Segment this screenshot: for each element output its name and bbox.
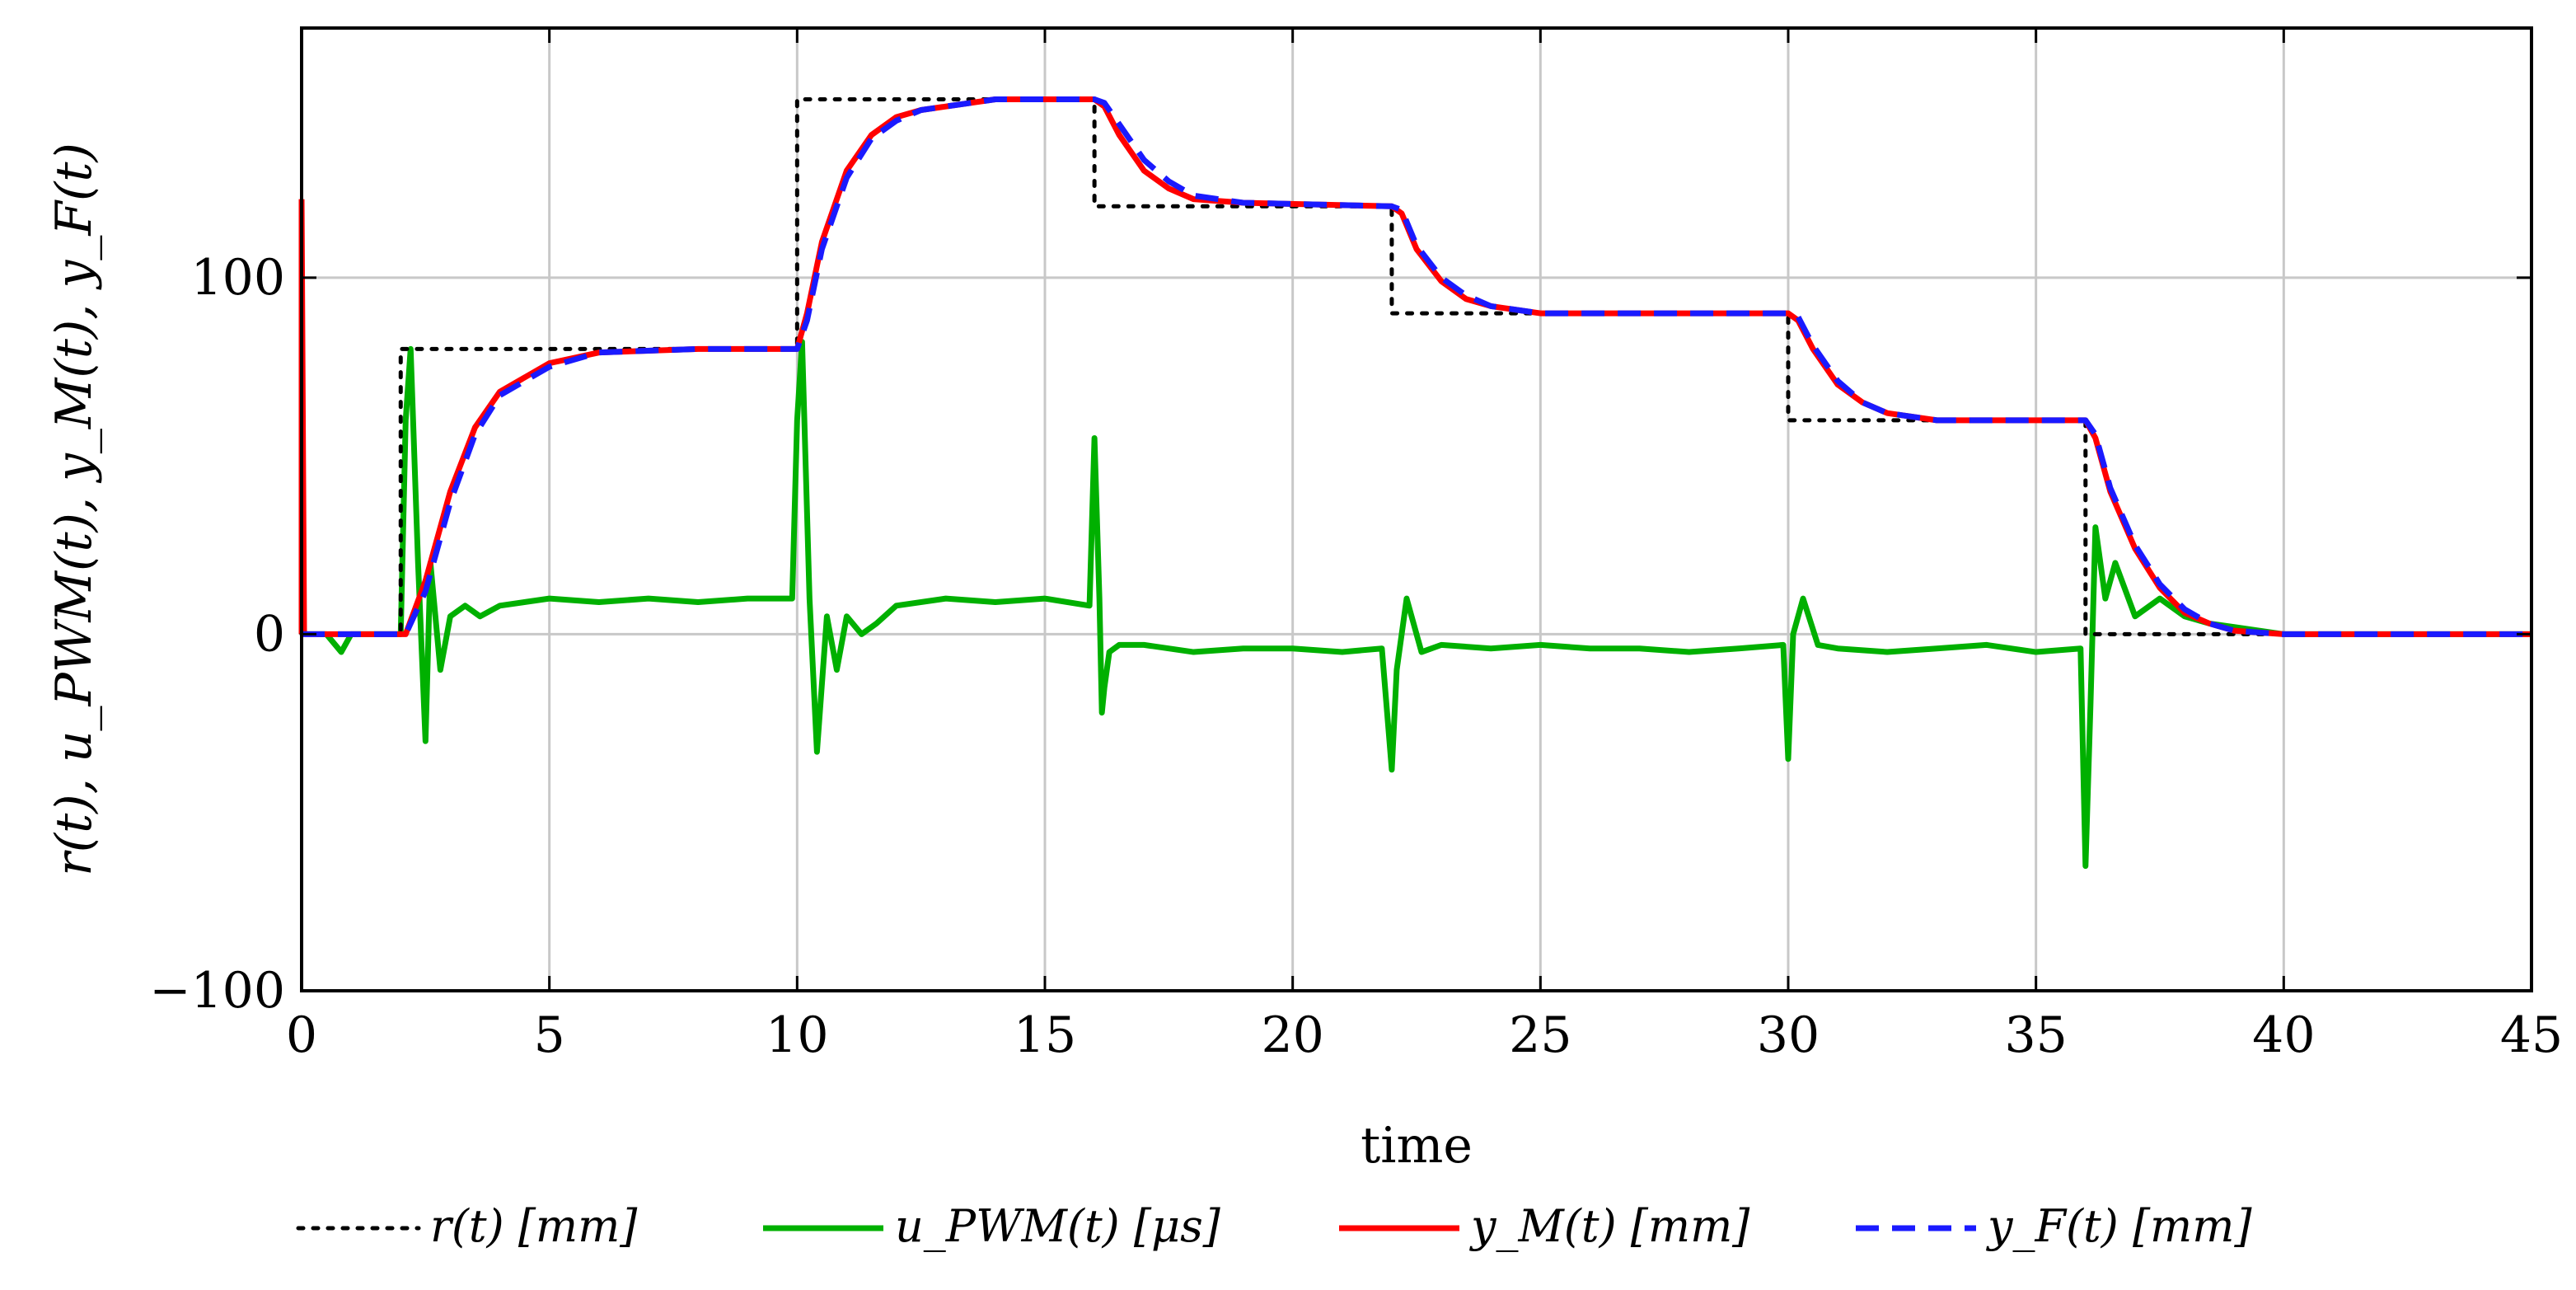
- x-tick-label-8: 40: [2252, 1006, 2315, 1064]
- x-tick-label-1: 5: [534, 1006, 565, 1064]
- x-tick-label-7: 35: [2004, 1006, 2067, 1064]
- plot-frame: [300, 26, 2533, 992]
- series-group: [298, 96, 2534, 870]
- legend-label-1: u_PWM(t) [μs]: [895, 1200, 1221, 1252]
- grid: [300, 28, 2533, 992]
- legend-label-0: r(t) [mm]: [430, 1200, 638, 1252]
- y-tick-label-0: −100: [149, 962, 285, 1020]
- legend-label-3: y_F(t) [mm]: [1986, 1200, 2252, 1252]
- x-tick-label-9: 45: [2500, 1006, 2563, 1064]
- legend-label-2: y_M(t) [mm]: [1469, 1200, 1750, 1252]
- x-tick-label-2: 10: [766, 1006, 828, 1064]
- series-line-2: [302, 96, 2532, 637]
- x-tick-label-4: 20: [1261, 1006, 1323, 1064]
- x-axis-label: time: [1361, 1117, 1473, 1175]
- series-line-0: [299, 97, 2534, 636]
- y-tick-label-1: 0: [254, 605, 285, 663]
- series-line-1: [302, 339, 2532, 870]
- legend: r(t) [mm] u_PWM(t) [μs] y_M(t) [mm] y_F(t) …: [296, 1200, 2252, 1252]
- x-tick-label-5: 25: [1509, 1006, 1571, 1064]
- x-tick-label-6: 30: [1757, 1006, 1820, 1064]
- series-line-3: [302, 96, 2532, 637]
- x-tick-label-3: 15: [1014, 1006, 1076, 1064]
- x-tick-label-0: 0: [286, 1006, 317, 1064]
- y-axis-label: r(t), u_PWM(t), y_M(t), y_F(t): [45, 143, 103, 876]
- y-tick-label-2: 100: [190, 249, 285, 307]
